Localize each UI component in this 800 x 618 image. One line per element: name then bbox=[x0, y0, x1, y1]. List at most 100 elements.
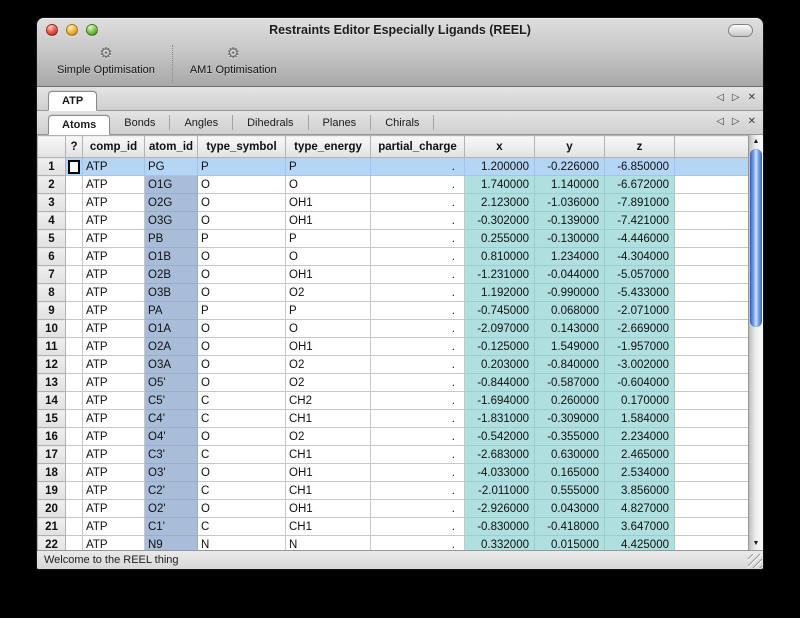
row-number[interactable]: 4 bbox=[37, 211, 66, 230]
cell-x[interactable]: 2.123000 bbox=[464, 193, 535, 212]
cell-comp-id[interactable]: ATP bbox=[82, 157, 145, 176]
cell-flag[interactable] bbox=[65, 355, 83, 374]
cell-flag[interactable] bbox=[65, 391, 83, 410]
cell-y[interactable]: -0.139000 bbox=[534, 211, 605, 230]
cell-x[interactable]: -4.033000 bbox=[464, 463, 535, 482]
row-number[interactable]: 14 bbox=[37, 391, 66, 410]
cell-type-symbol[interactable]: O bbox=[197, 337, 286, 356]
cell-atom-id[interactable]: O4' bbox=[144, 427, 198, 446]
cell-type-energy[interactable]: CH1 bbox=[285, 445, 371, 464]
column-header-x[interactable]: x bbox=[464, 135, 535, 158]
cell-comp-id[interactable]: ATP bbox=[82, 409, 145, 428]
row-number[interactable]: 19 bbox=[37, 481, 66, 500]
cell-partial-charge[interactable]: . bbox=[370, 373, 465, 392]
cell-type-energy[interactable]: O2 bbox=[285, 355, 371, 374]
cell-atom-id[interactable]: PB bbox=[144, 229, 198, 248]
cell-comp-id[interactable]: ATP bbox=[82, 175, 145, 194]
cell-type-energy[interactable]: P bbox=[285, 229, 371, 248]
cell-x[interactable]: -2.683000 bbox=[464, 445, 535, 464]
row-number[interactable]: 7 bbox=[37, 265, 66, 284]
cell-partial-charge[interactable]: . bbox=[370, 319, 465, 338]
row-number[interactable]: 10 bbox=[37, 319, 66, 338]
cell-y[interactable]: 0.015000 bbox=[534, 535, 605, 550]
cell-type-symbol[interactable]: O bbox=[197, 193, 286, 212]
cell-flag[interactable] bbox=[65, 409, 83, 428]
cell-z[interactable]: 0.170000 bbox=[604, 391, 675, 410]
cell-flag[interactable] bbox=[65, 283, 83, 302]
zoom-window-button[interactable] bbox=[86, 24, 98, 36]
cell-type-energy[interactable]: O2 bbox=[285, 427, 371, 446]
cell-flag[interactable] bbox=[65, 319, 83, 338]
row-number[interactable]: 11 bbox=[37, 337, 66, 356]
cell-atom-id[interactable]: O3G bbox=[144, 211, 198, 230]
cell-partial-charge[interactable]: . bbox=[370, 337, 465, 356]
cell-type-symbol[interactable]: C bbox=[197, 409, 286, 428]
cell-atom-id[interactable]: O2G bbox=[144, 193, 198, 212]
cell-comp-id[interactable]: ATP bbox=[82, 193, 145, 212]
tab-bonds[interactable]: Bonds bbox=[110, 115, 171, 130]
scrollbar-down-arrow-icon[interactable]: ▼ bbox=[752, 540, 760, 547]
tab-angles[interactable]: Angles bbox=[170, 115, 234, 130]
simple-optimisation-button[interactable]: ⚙ Simple Optimisation bbox=[45, 44, 167, 77]
cell-z[interactable]: -4.304000 bbox=[604, 247, 675, 266]
column-header-y[interactable]: y bbox=[534, 135, 605, 158]
doc-tabs-scroll-left-icon[interactable]: ◁ bbox=[716, 92, 724, 103]
cell-y[interactable]: 0.165000 bbox=[534, 463, 605, 482]
cell-x[interactable]: -0.745000 bbox=[464, 301, 535, 320]
cell-atom-id[interactable]: O3' bbox=[144, 463, 198, 482]
cell-flag[interactable] bbox=[65, 175, 83, 194]
column-header-partial_charge[interactable]: partial_charge bbox=[370, 135, 465, 158]
row-number[interactable]: 9 bbox=[37, 301, 66, 320]
tab-atp[interactable]: ATP bbox=[48, 91, 98, 111]
row-number[interactable]: 13 bbox=[37, 373, 66, 392]
column-header-z[interactable]: z bbox=[604, 135, 675, 158]
cell-z[interactable]: -7.421000 bbox=[604, 211, 675, 230]
title-bar[interactable]: Restraints Editor Especially Ligands (RE… bbox=[37, 19, 763, 41]
cell-y[interactable]: 0.260000 bbox=[534, 391, 605, 410]
resize-grip[interactable] bbox=[748, 554, 762, 568]
row-number[interactable]: 17 bbox=[37, 445, 66, 464]
cell-type-symbol[interactable]: O bbox=[197, 265, 286, 284]
row-number[interactable]: 6 bbox=[37, 247, 66, 266]
cell-comp-id[interactable]: ATP bbox=[82, 463, 145, 482]
row-number[interactable]: 3 bbox=[37, 193, 66, 212]
cell-z[interactable]: -5.057000 bbox=[604, 265, 675, 284]
cell-y[interactable]: 0.555000 bbox=[534, 481, 605, 500]
cell-atom-id[interactable]: C2' bbox=[144, 481, 198, 500]
cell-y[interactable]: 0.143000 bbox=[534, 319, 605, 338]
cell-x[interactable]: -0.125000 bbox=[464, 337, 535, 356]
cell-comp-id[interactable]: ATP bbox=[82, 319, 145, 338]
cell-flag[interactable] bbox=[65, 373, 83, 392]
cell-comp-id[interactable]: ATP bbox=[82, 427, 145, 446]
column-header-comp_id[interactable]: comp_id bbox=[82, 135, 145, 158]
cell-x[interactable]: -2.097000 bbox=[464, 319, 535, 338]
cell-comp-id[interactable]: ATP bbox=[82, 535, 145, 550]
tab-chirals[interactable]: Chirals bbox=[371, 115, 435, 130]
cell-x[interactable]: -2.011000 bbox=[464, 481, 535, 500]
cell-x[interactable]: -1.831000 bbox=[464, 409, 535, 428]
cell-z[interactable]: -4.446000 bbox=[604, 229, 675, 248]
cell-z[interactable]: -7.891000 bbox=[604, 193, 675, 212]
cell-atom-id[interactable]: O2A bbox=[144, 337, 198, 356]
cell-atom-id[interactable]: C3' bbox=[144, 445, 198, 464]
cell-type-symbol[interactable]: O bbox=[197, 499, 286, 518]
cell-x[interactable]: -0.830000 bbox=[464, 517, 535, 536]
cell-x[interactable]: 0.332000 bbox=[464, 535, 535, 550]
cell-y[interactable]: -0.044000 bbox=[534, 265, 605, 284]
cell-type-energy[interactable]: N bbox=[285, 535, 371, 550]
scrollbar-thumb[interactable] bbox=[750, 149, 762, 327]
cell-comp-id[interactable]: ATP bbox=[82, 373, 145, 392]
cell-type-energy[interactable]: O bbox=[285, 247, 371, 266]
doc-tabs-close-icon[interactable]: ✕ bbox=[747, 92, 756, 103]
cell-z[interactable]: -5.433000 bbox=[604, 283, 675, 302]
cell-type-energy[interactable]: CH1 bbox=[285, 481, 371, 500]
cell-partial-charge[interactable]: . bbox=[370, 517, 465, 536]
cell-x[interactable]: -1.694000 bbox=[464, 391, 535, 410]
cell-flag[interactable] bbox=[65, 337, 83, 356]
cell-y[interactable]: 1.234000 bbox=[534, 247, 605, 266]
cell-type-symbol[interactable]: P bbox=[197, 157, 286, 176]
cell-type-energy[interactable]: CH2 bbox=[285, 391, 371, 410]
cell-type-symbol[interactable]: P bbox=[197, 301, 286, 320]
cell-x[interactable]: -1.231000 bbox=[464, 265, 535, 284]
scrollbar-up-arrow-icon[interactable]: ▲ bbox=[752, 138, 760, 145]
